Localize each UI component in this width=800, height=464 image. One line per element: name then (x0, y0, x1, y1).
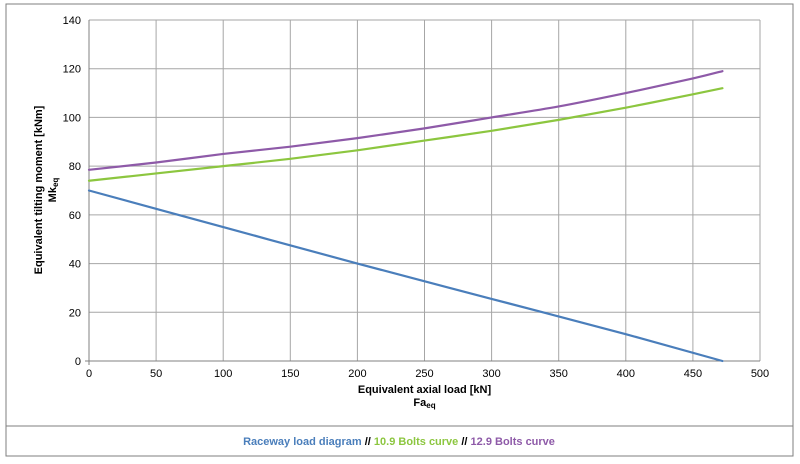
y-tick-label: 20 (69, 307, 81, 319)
x-axis-sub-suffix: eq (426, 401, 435, 410)
legend-separator: // (461, 436, 467, 448)
x-tick-labels: 0 50 100 150 200 250 300 350 400 450 500 (86, 368, 769, 380)
y-axis-subtitle: Mkeq (47, 178, 60, 203)
y-tick-label: 60 (69, 210, 81, 222)
x-tick-label: 150 (281, 368, 299, 380)
legend-separator: // (365, 436, 371, 448)
series-10-9-bolts-line (87, 87, 724, 182)
plot-area (85, 20, 760, 365)
y-tick-label: 40 (69, 259, 81, 271)
x-tick-label: 500 (751, 368, 769, 380)
x-tick-label: 450 (684, 368, 702, 380)
y-tick-label: 120 (63, 64, 81, 76)
y-tick-label: 100 (63, 112, 81, 124)
y-axis-sub: Mk (47, 186, 59, 202)
series-12-9-bolts-line (87, 70, 724, 171)
x-tick-label: 400 (617, 368, 635, 380)
legend: Raceway load diagram // 10.9 Bolts curve… (243, 436, 555, 448)
x-tick-label: 300 (482, 368, 500, 380)
x-tick-label: 100 (214, 368, 232, 380)
x-tick-label: 200 (348, 368, 366, 380)
series-lines (87, 70, 724, 363)
legend-item-12-9-bolts: 12.9 Bolts curve (471, 436, 555, 448)
legend-item-10-9-bolts: 10.9 Bolts curve (374, 436, 458, 448)
x-tick-label: 50 (150, 368, 162, 380)
x-tick-label: 250 (415, 368, 433, 380)
y-tick-labels: 0 20 40 60 80 100 120 140 (63, 15, 81, 368)
x-axis-title: Equivalent axial load [kN] (358, 384, 492, 396)
legend-item-raceway: Raceway load diagram (243, 436, 362, 448)
y-axis-sub-suffix: eq (51, 178, 60, 187)
y-tick-label: 0 (75, 356, 81, 368)
y-tick-label: 140 (63, 15, 81, 27)
x-axis-subtitle: Faeq (413, 397, 435, 410)
x-axis-sub: Fa (413, 397, 427, 409)
outer-border (5, 3, 794, 457)
series-raceway-load-line (87, 189, 724, 363)
x-tick-label: 350 (550, 368, 568, 380)
y-axis-title: Equivalent tilting moment [kNm] (33, 105, 45, 274)
y-tick-label: 80 (69, 161, 81, 173)
x-tick-label: 0 (86, 368, 92, 380)
